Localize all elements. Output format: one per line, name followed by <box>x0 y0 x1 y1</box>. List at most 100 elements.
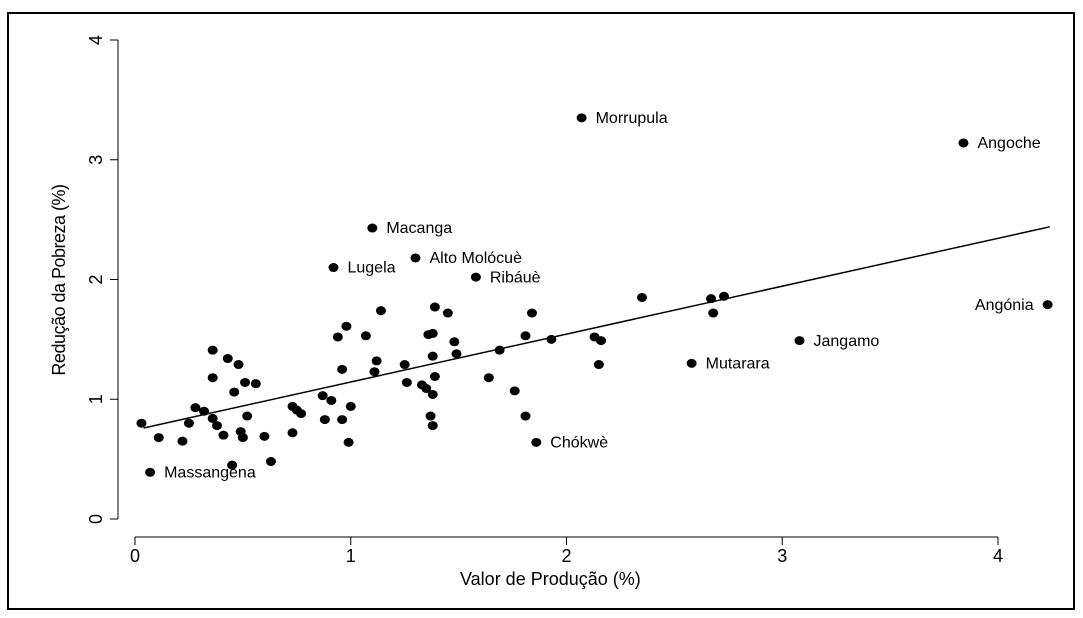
x-tick-label: 2 <box>561 546 571 566</box>
point <box>596 336 607 346</box>
point <box>328 263 339 273</box>
point <box>371 356 382 366</box>
point <box>199 406 210 416</box>
point <box>337 364 348 374</box>
point-label: Ribáuè <box>490 269 541 286</box>
point <box>240 377 251 387</box>
point <box>317 391 328 401</box>
point <box>483 373 494 383</box>
point <box>207 345 218 355</box>
point-label: Chókwè <box>550 435 608 452</box>
point <box>337 415 348 425</box>
fit-line <box>143 226 1050 429</box>
point <box>576 113 587 123</box>
point <box>593 360 604 370</box>
point-label: Macanga <box>386 220 452 237</box>
y-tick-label: 3 <box>86 155 106 165</box>
point-label: Jangamo <box>814 333 880 350</box>
point <box>153 433 164 443</box>
x-tick-label: 1 <box>346 546 356 566</box>
point <box>427 389 438 399</box>
point-label: Massangena <box>164 465 256 482</box>
point <box>410 253 421 263</box>
point <box>958 138 969 148</box>
point <box>442 308 453 318</box>
point <box>233 360 244 370</box>
point <box>207 373 218 383</box>
point-label: Mutarara <box>706 356 770 373</box>
x-tick-label: 3 <box>777 546 787 566</box>
point <box>287 428 298 438</box>
point <box>429 371 440 381</box>
point-label: Alto Molócuè <box>429 250 522 267</box>
point <box>360 331 371 341</box>
point <box>177 436 188 446</box>
point <box>449 337 460 347</box>
point <box>326 395 337 405</box>
point <box>341 321 352 331</box>
point <box>686 358 697 368</box>
point <box>708 308 719 318</box>
point <box>211 421 222 431</box>
y-axis-label: Redução da Pobreza (%) <box>49 184 69 375</box>
point <box>520 411 531 421</box>
point <box>531 437 542 447</box>
point <box>145 467 156 477</box>
point <box>399 360 410 370</box>
frame <box>7 12 1075 610</box>
point <box>429 302 440 312</box>
point <box>1042 300 1053 310</box>
point <box>237 433 248 443</box>
point <box>427 421 438 431</box>
point <box>136 418 147 428</box>
y-tick-label: 0 <box>86 514 106 524</box>
point <box>427 328 438 338</box>
point <box>229 387 240 397</box>
y-tick-label: 1 <box>86 394 106 404</box>
x-axis-label: Valor de Produção (%) <box>460 569 641 589</box>
point <box>207 413 218 423</box>
point <box>375 306 386 316</box>
y-tick-label: 4 <box>86 35 106 45</box>
point <box>183 418 194 428</box>
point <box>367 223 378 233</box>
point <box>718 291 729 301</box>
point <box>259 431 270 441</box>
point <box>546 334 557 344</box>
point <box>190 403 201 413</box>
point <box>451 349 462 359</box>
point <box>296 409 307 419</box>
point <box>520 331 531 341</box>
point <box>494 345 505 355</box>
point <box>421 383 432 393</box>
point <box>343 437 354 447</box>
point <box>242 411 253 421</box>
point <box>250 379 261 389</box>
point-label: Angoche <box>977 135 1040 152</box>
point <box>222 354 233 364</box>
point <box>509 386 520 396</box>
point <box>345 401 356 411</box>
point <box>794 336 805 346</box>
point <box>425 411 436 421</box>
y-tick-label: 2 <box>86 274 106 284</box>
point <box>218 430 229 440</box>
x-tick-label: 4 <box>993 546 1003 566</box>
point <box>470 272 481 282</box>
point-label: Lugela <box>347 260 395 277</box>
point <box>369 367 380 377</box>
point <box>526 308 537 318</box>
point-label: Morrupula <box>596 110 668 127</box>
point <box>265 457 276 467</box>
point <box>319 415 330 425</box>
point <box>637 292 648 302</box>
point <box>332 332 343 342</box>
point <box>227 460 238 470</box>
point <box>401 377 412 387</box>
point <box>706 294 717 304</box>
point <box>427 351 438 361</box>
x-tick-label: 0 <box>130 546 140 566</box>
point-label: Angónia <box>975 297 1034 314</box>
